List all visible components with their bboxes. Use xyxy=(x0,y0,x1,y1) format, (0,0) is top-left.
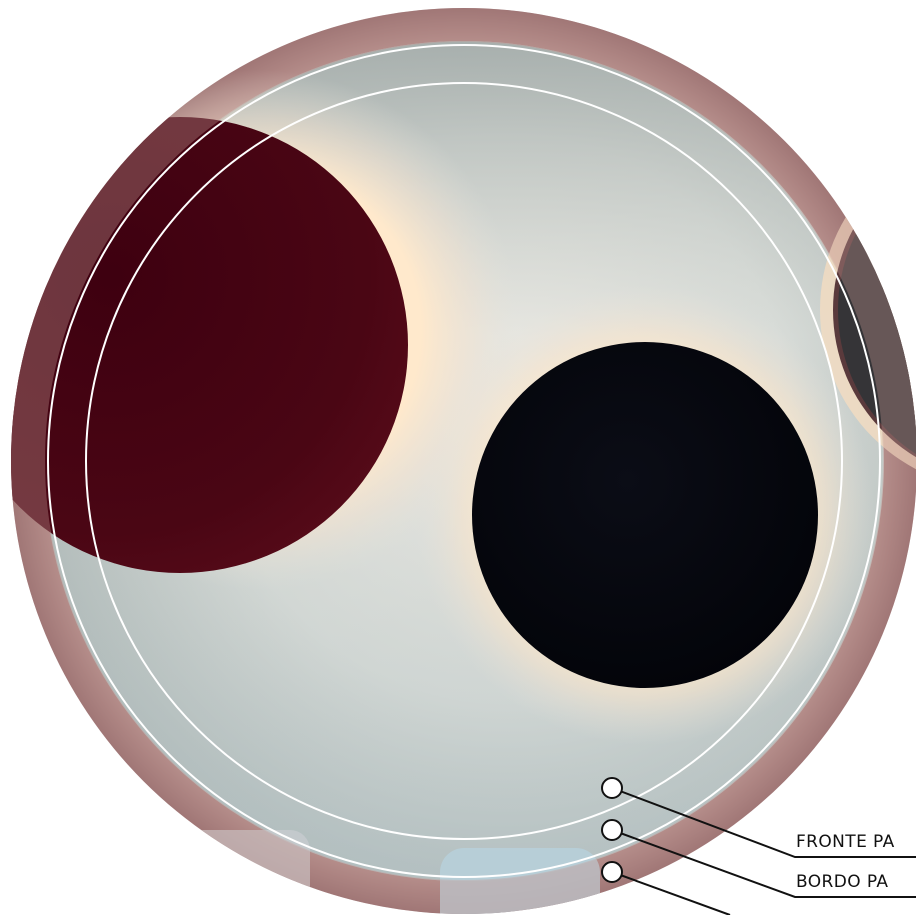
callout-label-1: FRONTE PA xyxy=(796,832,895,852)
callout-line-2 xyxy=(611,829,916,898)
callout-line-1 xyxy=(611,787,916,858)
guide-circle-outer xyxy=(47,44,881,878)
callout-dot-1 xyxy=(601,777,623,799)
guide-circle-inner xyxy=(85,82,843,840)
bottom-object-right xyxy=(440,848,600,914)
black-lamp-disc xyxy=(472,342,818,688)
callout-dot-2 xyxy=(601,819,623,841)
callout-line-3 xyxy=(611,871,731,915)
callout-label-2: BORDO PA xyxy=(796,872,889,892)
callout-dot-3 xyxy=(601,861,623,883)
